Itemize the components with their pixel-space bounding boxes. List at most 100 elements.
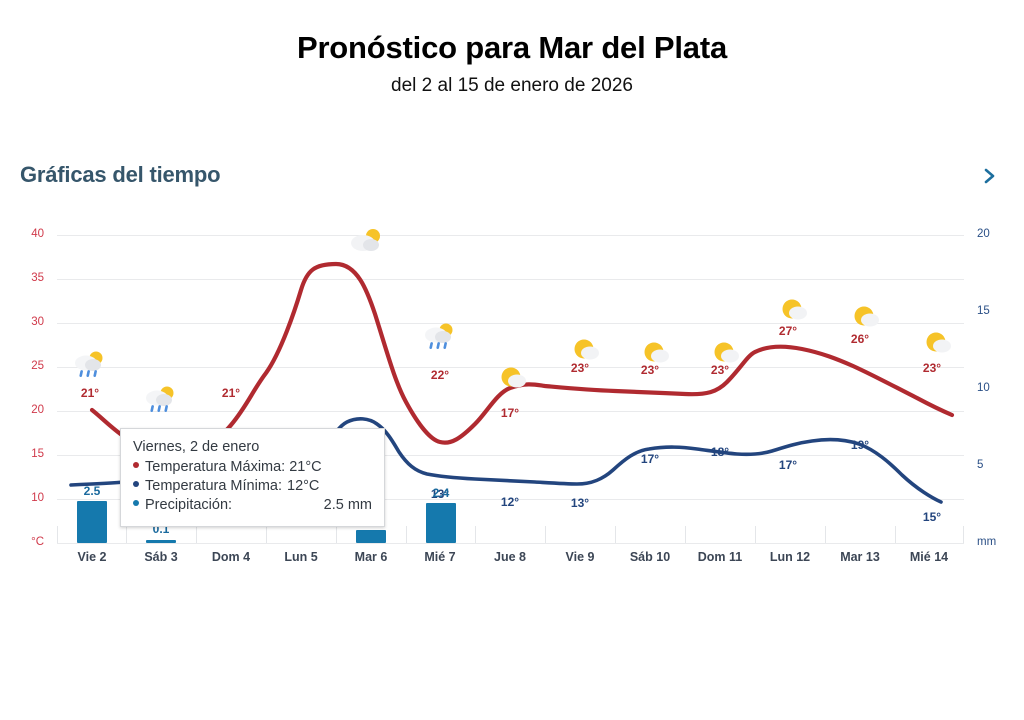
max-temp-label: 17° [500,406,520,420]
min-temp-label: 19° [850,438,870,452]
min-temp-label: 13° [430,487,450,501]
y2-axis-unit: mm [977,536,997,548]
gridline [57,543,964,544]
gridline-vertical [545,526,546,543]
precip-label: 2.5 [83,484,101,498]
gridline-vertical [825,526,826,543]
x-axis-label: Dom 11 [697,550,743,564]
gridline-vertical [615,526,616,543]
tooltip-label: Precipitación: [145,497,233,514]
sun-cloud-icon [782,299,807,320]
x-axis-label: Dom 4 [211,550,251,564]
gridline-vertical [475,526,476,543]
tooltip-label: Temperatura Mínima: [145,478,282,495]
x-axis-label: Lun 12 [769,550,811,564]
page-subtitle: del 2 al 15 de enero de 2026 [391,75,633,96]
sun-cloud-icon [501,367,526,388]
sun-cloud-icon [926,332,951,353]
x-axis-label: Lun 5 [284,550,318,564]
series-dot-min-icon [133,481,139,488]
gridline [57,323,964,324]
chevron-right-icon[interactable] [978,162,1002,190]
tooltip-row-precip: Precipitación: 2.5 mm [133,496,372,515]
max-temp-label: 21° [80,386,100,400]
min-temp-label: 12° [500,495,520,509]
sun-cloud-icon [854,306,879,327]
gridline-vertical [126,526,127,543]
chart-tooltip: Viernes, 2 de enero Temperatura Máxima: … [120,428,385,528]
gridline-vertical [266,526,267,543]
precip-bar[interactable] [356,530,386,543]
gridline-vertical [406,526,407,543]
sun-cloud-icon [714,342,739,363]
y-axis-tick: 40 [31,228,44,240]
x-axis-label: Mié 7 [424,550,456,564]
min-temp-label: 13° [570,496,590,510]
x-axis-label: Mar 6 [354,550,388,564]
y-axis-tick: 25 [31,360,44,372]
sun-cloud-rain-icon [425,323,453,350]
tooltip-value: 21°C [289,459,322,475]
tooltip-title: Viernes, 2 de enero [133,439,260,455]
weather-charts-card: Gráficas del tiempo [0,140,1024,660]
gridline [57,455,964,456]
x-axis-label: Sáb 10 [629,550,671,564]
y-axis-tick: 35 [31,272,44,284]
y-axis-tick: 30 [31,316,44,328]
sun-cloud-icon [644,342,669,363]
max-temp-label: 23° [922,361,942,375]
gridline-vertical [685,526,686,543]
gridline-vertical [963,526,964,543]
max-temp-label: 23° [570,361,590,375]
precip-bar[interactable] [146,540,176,543]
y-axis-unit: °C [31,536,44,548]
x-axis-label: Mié 14 [909,550,949,564]
min-temp-label: 15° [922,510,942,524]
min-temp-label: 17° [778,458,798,472]
x-axis-label: Jue 8 [494,550,526,564]
gridline-vertical [196,526,197,543]
precip-bar[interactable] [426,503,456,543]
gridline [57,499,964,500]
tooltip-row-max: Temperatura Máxima: 21°C [133,458,372,477]
sun-cloud-icon [574,339,599,360]
gridline [57,235,964,236]
y-axis-tick: 15 [31,448,44,460]
gridline-vertical [57,526,58,543]
y-axis-tick: 20 [31,404,44,416]
max-temp-label: 27° [778,324,798,338]
y2-axis-tick: 20 [977,228,990,240]
sun-cloud-rain-icon [75,351,103,378]
tooltip-label: Temperatura Máxima: [145,459,286,475]
x-axis-label: Vie 9 [565,550,595,564]
series-dot-precip-icon [133,500,139,507]
series-dot-max-icon [133,462,139,468]
max-temp-label: 23° [710,363,730,377]
gridline [57,411,964,412]
precip-label: 2.4 [432,486,450,500]
gridline-vertical [755,526,756,543]
tooltip-row-min: Temperatura Mínima: 12°C [133,477,372,496]
x-axis-label: Mar 13 [840,550,880,564]
gridline-vertical [895,526,896,543]
gridline [57,367,964,368]
y2-axis-tick: 10 [977,382,990,394]
max-temp-label: 22° [430,368,450,382]
y2-axis-tick: 15 [977,305,990,317]
y-axis-tick: 10 [31,492,44,504]
precip-bar[interactable] [77,501,107,543]
y2-axis-tick: 5 [977,459,984,471]
section-title: Gráficas del tiempo [20,162,221,187]
tooltip-value: 2.5 mm [323,497,372,514]
sun-cloud-rain-icon [146,386,174,413]
x-axis-label: Vie 2 [77,550,107,564]
gridline [57,279,964,280]
x-axis-label: Sáb 3 [144,550,178,564]
max-temp-label: 23° [640,363,660,377]
min-temp-label: 18° [710,445,730,459]
tooltip-value: 12°C [287,478,320,495]
min-temp-label: 17° [640,452,660,466]
max-temp-label: 21° [221,386,241,400]
sun-cloud-icon [351,229,380,251]
